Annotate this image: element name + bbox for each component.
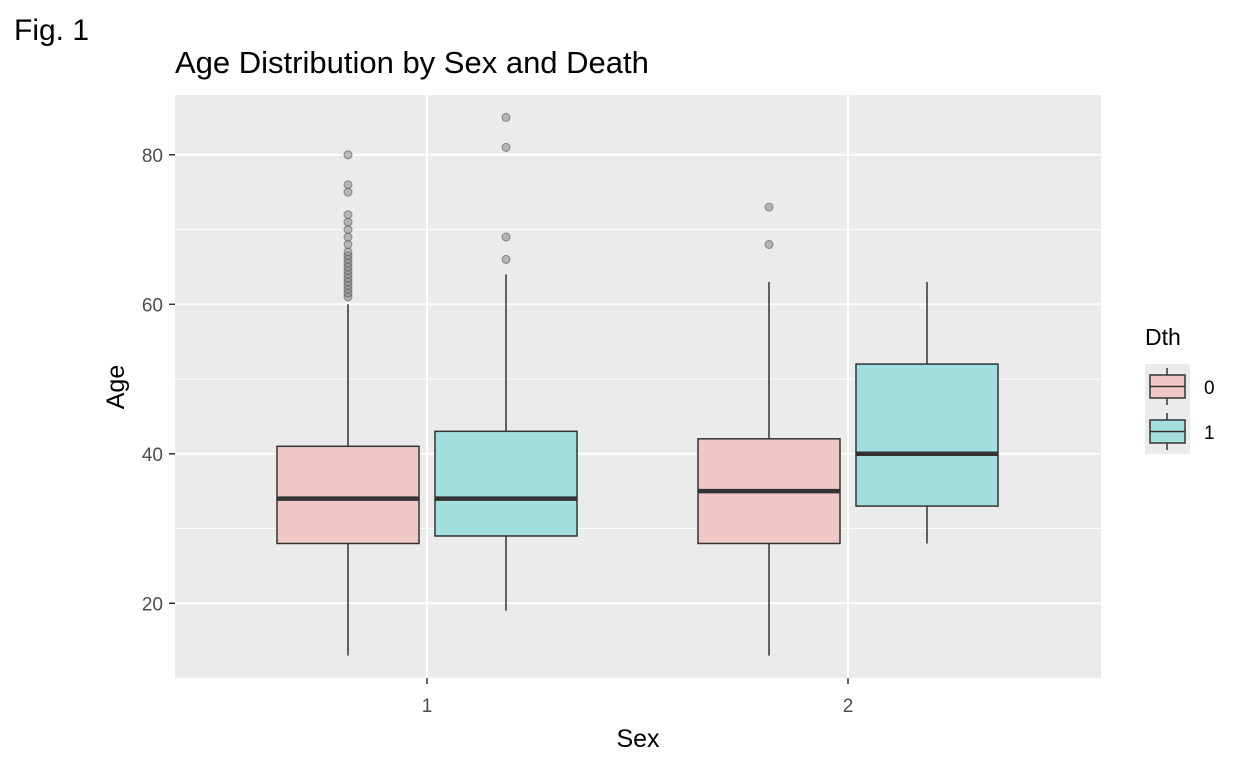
outlier-point [343,247,353,257]
box-1-sex-1 [434,112,578,611]
y-tick-label: 80 [142,146,163,167]
outlier-point [343,225,353,235]
y-axis-title: Age [102,365,130,409]
chart-title: Age Distribution by Sex and Death [175,45,649,80]
outlier-point [343,232,353,242]
box-0-sex-2 [697,202,841,656]
outlier-point [343,180,353,190]
outlier-point [501,232,511,242]
boxes [276,112,999,656]
outlier-point [501,254,511,264]
outlier-point [764,239,774,249]
box-iqr [276,445,420,545]
legend: Dth 0 1 [1145,324,1215,454]
outlier-point [343,239,353,249]
outlier-point [764,202,774,212]
outlier-point [343,150,353,160]
outlier-point [343,210,353,220]
box-1-sex-2 [855,281,999,544]
legend-label: 1 [1204,423,1215,444]
box-iqr [434,430,578,537]
y-tick-label: 40 [142,445,163,466]
legend-key-1: 1 [1145,409,1215,454]
legend-label: 0 [1204,378,1215,399]
x-axis-title: Sex [616,725,660,753]
outlier-point [343,217,353,227]
y-tick-label: 60 [142,295,163,316]
outlier-point [501,112,511,122]
figure-label: Fig. 1 [14,14,90,47]
y-tick-label: 20 [142,594,163,615]
legend-title: Dth [1145,324,1181,350]
box-0-sex-1 [276,150,420,656]
x-tick-label: 2 [843,696,854,717]
legend-key-0: 0 [1145,364,1215,409]
outlier-point [501,142,511,152]
axes: 20 40 60 80 1 2 [142,146,853,717]
x-tick-label: 1 [422,696,433,717]
outlier-point [343,187,353,197]
box-iqr [855,363,999,507]
